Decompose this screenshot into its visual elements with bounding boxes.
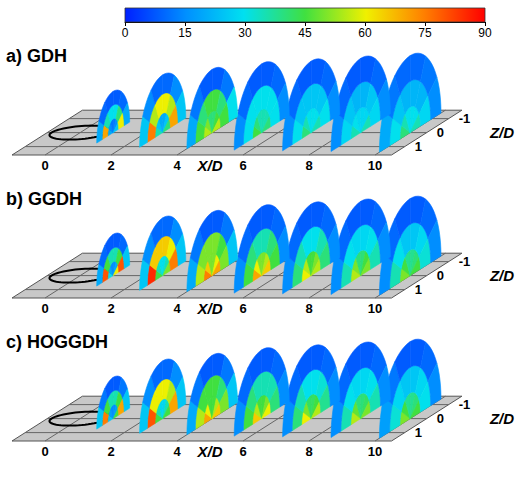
svg-text:Z/D: Z/D bbox=[489, 410, 514, 427]
svg-text:0: 0 bbox=[41, 444, 48, 459]
svg-text:6: 6 bbox=[239, 301, 246, 316]
svg-text:4: 4 bbox=[173, 158, 181, 173]
svg-text:10: 10 bbox=[368, 444, 382, 459]
svg-text:-1: -1 bbox=[459, 254, 471, 269]
svg-text:-1: -1 bbox=[459, 397, 471, 412]
svg-text:0: 0 bbox=[437, 268, 444, 283]
svg-text:8: 8 bbox=[305, 301, 312, 316]
svg-text:X/D: X/D bbox=[196, 300, 222, 317]
svg-text:c) HOGGDH: c) HOGGDH bbox=[6, 332, 108, 352]
svg-text:0: 0 bbox=[437, 125, 444, 140]
svg-text:1: 1 bbox=[415, 282, 422, 297]
svg-text:0: 0 bbox=[122, 26, 129, 40]
svg-text:-1: -1 bbox=[459, 111, 471, 126]
svg-text:6: 6 bbox=[239, 444, 246, 459]
svg-text:45: 45 bbox=[298, 26, 312, 40]
svg-text:1: 1 bbox=[415, 139, 422, 154]
svg-text:2: 2 bbox=[107, 301, 114, 316]
svg-text:X/D: X/D bbox=[196, 443, 222, 460]
svg-text:90: 90 bbox=[478, 26, 492, 40]
svg-text:Z/D: Z/D bbox=[489, 124, 514, 141]
svg-text:a) GDH: a) GDH bbox=[6, 46, 67, 66]
svg-text:8: 8 bbox=[305, 158, 312, 173]
svg-text:X/D: X/D bbox=[196, 157, 222, 174]
svg-text:0: 0 bbox=[437, 411, 444, 426]
svg-text:0: 0 bbox=[41, 301, 48, 316]
svg-text:30: 30 bbox=[238, 26, 252, 40]
svg-text:6: 6 bbox=[239, 158, 246, 173]
svg-text:15: 15 bbox=[178, 26, 192, 40]
svg-text:2: 2 bbox=[107, 158, 114, 173]
svg-text:2: 2 bbox=[107, 444, 114, 459]
svg-text:60: 60 bbox=[358, 26, 372, 40]
svg-text:1: 1 bbox=[415, 425, 422, 440]
svg-text:10: 10 bbox=[368, 301, 382, 316]
svg-text:75: 75 bbox=[418, 26, 432, 40]
svg-text:8: 8 bbox=[305, 444, 312, 459]
svg-text:10: 10 bbox=[368, 158, 382, 173]
svg-text:4: 4 bbox=[173, 444, 181, 459]
svg-text:b) GGDH: b) GGDH bbox=[6, 189, 82, 209]
svg-text:0: 0 bbox=[41, 158, 48, 173]
svg-text:4: 4 bbox=[173, 301, 181, 316]
svg-text:Z/D: Z/D bbox=[489, 267, 514, 284]
